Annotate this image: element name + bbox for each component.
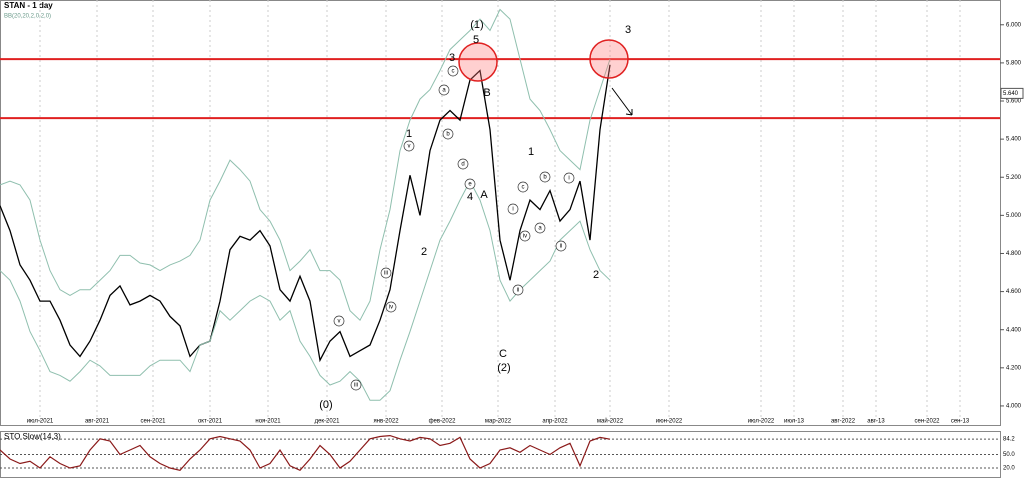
main-panel bbox=[0, 0, 1001, 426]
wave-circle bbox=[512, 284, 524, 296]
wave-label: i bbox=[512, 207, 513, 213]
x-tick-label: авг-13 bbox=[867, 419, 885, 425]
x-tick-label: июл-2021 bbox=[27, 419, 54, 425]
x-tick-label: авг-2021 bbox=[85, 419, 110, 425]
wave-label: d bbox=[461, 162, 464, 168]
band-line bbox=[0, 180, 611, 401]
wave-circle bbox=[517, 181, 529, 193]
osc-tick-label: 50.0 bbox=[1003, 452, 1015, 458]
wave-label: (0) bbox=[319, 399, 332, 411]
wave-circle bbox=[447, 65, 459, 77]
wave-circle bbox=[385, 301, 397, 313]
y-tick-label: 4.800 bbox=[1006, 251, 1022, 257]
y-tick-label: 4.200 bbox=[1006, 365, 1022, 371]
wave-circle bbox=[539, 171, 551, 183]
wave-label: A bbox=[480, 189, 488, 201]
wave-label: 1 bbox=[528, 146, 534, 158]
x-tick-label: июн-2022 bbox=[656, 419, 683, 425]
y-tick-label: 5.400 bbox=[1006, 137, 1022, 143]
wave-label: B bbox=[483, 87, 490, 99]
oscillator-line bbox=[0, 434, 611, 472]
y-tick-label: 5.600 bbox=[1006, 99, 1022, 105]
wave-label: 5 bbox=[473, 34, 479, 46]
wave-label: v bbox=[408, 144, 411, 150]
wave-label: (2) bbox=[497, 362, 510, 374]
x-tick-label: июл-13 bbox=[784, 419, 805, 425]
wave-label: C bbox=[499, 348, 507, 360]
wave-circle bbox=[519, 230, 531, 242]
wave-label: e bbox=[468, 182, 472, 188]
y-tick-label: 5.200 bbox=[1006, 175, 1022, 181]
x-tick-label: май-2022 bbox=[597, 418, 624, 425]
wave-label: iii bbox=[384, 271, 388, 277]
wave-label: c bbox=[452, 69, 455, 75]
y-tick-label: 4.600 bbox=[1006, 289, 1022, 295]
x-tick-label: сен-2022 bbox=[915, 419, 941, 425]
price-tag-label: 5.640 bbox=[1003, 91, 1019, 97]
wave-circle bbox=[442, 128, 454, 140]
band-line bbox=[0, 8, 611, 322]
x-tick-label: ноя-2021 bbox=[255, 419, 281, 425]
y-tick-label: 5.800 bbox=[1006, 60, 1022, 66]
wave-label: 2 bbox=[593, 269, 599, 281]
wave-label: iii bbox=[354, 383, 358, 389]
wave-label: a bbox=[538, 226, 542, 232]
x-tick-label: апр-2022 bbox=[542, 419, 568, 425]
wave-circle bbox=[350, 379, 362, 391]
wave-label: ii bbox=[517, 288, 520, 294]
wave-label: iv bbox=[389, 305, 393, 311]
wave-label: a bbox=[442, 88, 446, 94]
y-tick-label: 5.000 bbox=[1006, 213, 1022, 219]
wave-circle bbox=[563, 172, 575, 184]
x-tick-label: сен-2021 bbox=[141, 419, 167, 425]
wave-circle bbox=[464, 178, 476, 190]
wave-label: ii bbox=[560, 244, 563, 250]
wave-circle bbox=[380, 267, 392, 279]
indicator-label: BB(20,20,2,0,2,0) bbox=[4, 14, 51, 20]
highlight-circle bbox=[589, 39, 629, 79]
wave-circle bbox=[457, 158, 469, 170]
x-tick-label: фев-2022 bbox=[429, 419, 456, 425]
price-tag bbox=[1000, 87, 1024, 99]
x-tick-label: авг-2022 bbox=[831, 419, 856, 425]
highlight-circle bbox=[458, 42, 498, 82]
x-tick-label: сен-13 bbox=[951, 419, 970, 425]
y-tick-label: 4.000 bbox=[1006, 404, 1022, 410]
x-tick-label: июл-2022 bbox=[748, 419, 775, 425]
x-tick-label: дек-2021 bbox=[315, 419, 340, 425]
wave-circle bbox=[333, 315, 345, 327]
x-tick-label: мар-2022 bbox=[485, 419, 512, 425]
wave-circle bbox=[403, 140, 415, 152]
wave-circle bbox=[438, 84, 450, 96]
wave-circle bbox=[555, 240, 567, 252]
x-tick-label: янв-2022 bbox=[373, 419, 399, 425]
x-tick-label: окт-2021 bbox=[198, 419, 223, 425]
arrow bbox=[611, 87, 633, 116]
y-tick-label: 4.400 bbox=[1006, 327, 1022, 333]
wave-circle bbox=[534, 222, 546, 234]
wave-label: b bbox=[543, 175, 547, 181]
price-line bbox=[0, 64, 611, 363]
osc-tick-label: 20.0 bbox=[1003, 466, 1015, 472]
wave-label: (1) bbox=[470, 19, 483, 31]
wave-label: c bbox=[522, 185, 525, 191]
osc-tick-label: 84.2 bbox=[1003, 437, 1015, 443]
osc-title: STO Slow(14,3) bbox=[4, 432, 61, 441]
wave-label: b bbox=[446, 132, 450, 138]
y-tick-label: 6.000 bbox=[1006, 22, 1022, 28]
chart-title: STAN - 1 day bbox=[4, 1, 53, 10]
wave-label: iv bbox=[523, 234, 527, 240]
wave-label: 4 bbox=[467, 191, 473, 203]
wave-label: i bbox=[568, 176, 569, 182]
wave-label: 1 bbox=[406, 128, 412, 140]
wave-label: 3 bbox=[625, 24, 631, 36]
wave-label: 2 bbox=[421, 246, 427, 258]
wave-label: 3 bbox=[449, 52, 455, 64]
wave-label: v bbox=[338, 319, 341, 325]
wave-circle bbox=[507, 203, 519, 215]
